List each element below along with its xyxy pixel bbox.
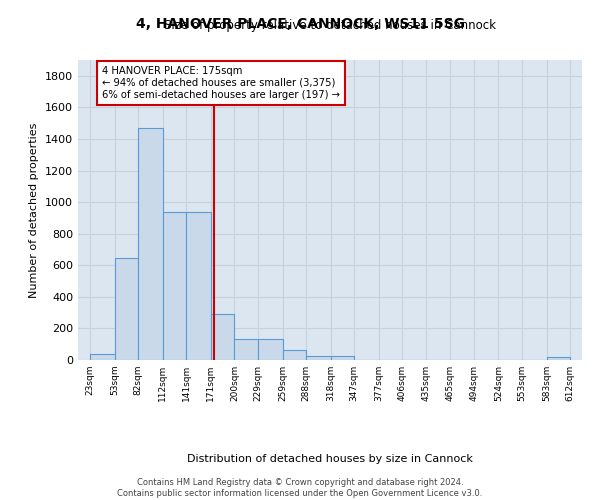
Bar	[547, 357, 570, 360]
Bar	[283, 350, 306, 360]
Title: Size of property relative to detached houses in Cannock: Size of property relative to detached ho…	[164, 20, 496, 32]
Bar	[90, 354, 115, 360]
X-axis label: Distribution of detached houses by size in Cannock: Distribution of detached houses by size …	[187, 454, 473, 464]
Y-axis label: Number of detached properties: Number of detached properties	[29, 122, 40, 298]
Bar	[187, 212, 211, 360]
Bar	[258, 340, 283, 360]
Bar	[139, 128, 163, 360]
Text: 4, HANOVER PLACE, CANNOCK, WS11 5SG: 4, HANOVER PLACE, CANNOCK, WS11 5SG	[136, 18, 464, 32]
Text: Contains HM Land Registry data © Crown copyright and database right 2024.
Contai: Contains HM Land Registry data © Crown c…	[118, 478, 482, 498]
Bar	[211, 314, 235, 360]
Bar	[235, 340, 258, 360]
Bar	[163, 212, 187, 360]
Text: 4 HANOVER PLACE: 175sqm
← 94% of detached houses are smaller (3,375)
6% of semi-: 4 HANOVER PLACE: 175sqm ← 94% of detache…	[101, 66, 340, 100]
Bar	[331, 356, 354, 360]
Bar	[306, 356, 331, 360]
Bar	[115, 258, 139, 360]
